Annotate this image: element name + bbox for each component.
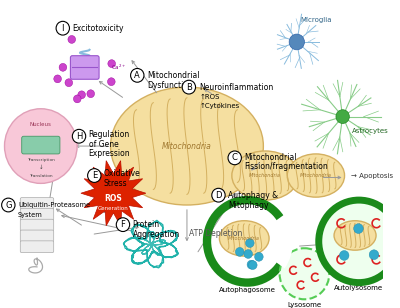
FancyBboxPatch shape: [20, 209, 54, 220]
Text: Mitochondria: Mitochondria: [249, 173, 281, 178]
Circle shape: [56, 21, 70, 35]
Text: B: B: [186, 83, 192, 92]
FancyBboxPatch shape: [20, 241, 54, 253]
Text: Mitochondria: Mitochondria: [300, 173, 332, 178]
Text: E: E: [92, 171, 97, 180]
Text: Fission/fragmentation: Fission/fragmentation: [244, 162, 328, 171]
Text: Mitophagy: Mitophagy: [228, 201, 268, 209]
Circle shape: [108, 78, 115, 86]
Circle shape: [228, 151, 241, 165]
FancyBboxPatch shape: [22, 136, 60, 154]
Text: F: F: [120, 220, 125, 229]
Text: System: System: [18, 212, 43, 218]
Polygon shape: [81, 161, 146, 226]
Text: Protein: Protein: [132, 220, 160, 229]
Circle shape: [130, 68, 144, 82]
Circle shape: [248, 261, 257, 270]
Circle shape: [88, 169, 101, 182]
Text: Mitochondria: Mitochondria: [162, 142, 212, 151]
Circle shape: [59, 63, 67, 71]
Text: Autophagosome: Autophagosome: [219, 287, 276, 294]
Ellipse shape: [232, 151, 299, 200]
Text: H: H: [76, 132, 82, 141]
Text: Translation: Translation: [29, 173, 53, 177]
Circle shape: [72, 129, 86, 143]
Text: Ca$^{2+}$: Ca$^{2+}$: [112, 62, 127, 72]
Circle shape: [2, 198, 15, 212]
Circle shape: [244, 249, 252, 258]
Text: Regulation: Regulation: [88, 130, 130, 139]
Text: Expression: Expression: [88, 149, 130, 158]
Text: A: A: [134, 71, 140, 80]
Circle shape: [354, 224, 363, 233]
Circle shape: [289, 34, 304, 50]
Circle shape: [4, 109, 77, 183]
Text: Mitochondrial: Mitochondrial: [147, 71, 199, 80]
Circle shape: [340, 250, 349, 260]
Text: Microglia: Microglia: [300, 17, 332, 23]
Circle shape: [116, 218, 130, 232]
Text: C: C: [232, 153, 238, 162]
FancyBboxPatch shape: [20, 219, 54, 231]
Circle shape: [68, 35, 76, 43]
Text: Generation: Generation: [98, 206, 129, 211]
Text: ↑ROS: ↑ROS: [199, 94, 220, 100]
Text: Mitochondrial: Mitochondrial: [244, 153, 297, 162]
Text: Transcription: Transcription: [27, 158, 55, 162]
Circle shape: [280, 248, 329, 299]
Text: ↓: ↓: [38, 165, 43, 170]
Text: Autolysosome: Autolysosome: [334, 286, 384, 291]
Text: Aggregation: Aggregation: [132, 230, 180, 239]
FancyBboxPatch shape: [20, 198, 54, 209]
Text: Neuroinflammation: Neuroinflammation: [199, 83, 274, 92]
Circle shape: [369, 250, 379, 260]
Text: Ubiquitin-Proteasome: Ubiquitin-Proteasome: [18, 202, 90, 208]
Text: of Gene: of Gene: [88, 140, 118, 148]
Text: Excitotoxicity: Excitotoxicity: [72, 24, 124, 33]
Circle shape: [247, 260, 256, 269]
Text: Autophagy &: Autophagy &: [228, 191, 278, 200]
Text: G: G: [5, 201, 12, 209]
Text: → Apoptosis: → Apoptosis: [351, 172, 393, 179]
Circle shape: [74, 95, 81, 103]
Text: Mitochondria: Mitochondria: [228, 236, 260, 241]
Ellipse shape: [334, 221, 376, 250]
Text: D: D: [215, 191, 222, 200]
Circle shape: [182, 80, 196, 94]
Circle shape: [212, 188, 225, 202]
Ellipse shape: [220, 221, 269, 256]
Circle shape: [54, 75, 62, 83]
Text: Stress: Stress: [104, 179, 128, 188]
FancyBboxPatch shape: [70, 56, 99, 79]
Circle shape: [87, 90, 94, 98]
Text: Lysosome: Lysosome: [287, 302, 322, 308]
Text: Dysfunction: Dysfunction: [147, 81, 193, 90]
Circle shape: [319, 200, 399, 283]
Ellipse shape: [110, 87, 263, 205]
Circle shape: [254, 252, 263, 261]
Circle shape: [246, 239, 254, 248]
Text: Astrocytes: Astrocytes: [352, 128, 389, 134]
Text: ATP Depletion: ATP Depletion: [189, 229, 242, 238]
Circle shape: [336, 110, 349, 124]
Wedge shape: [275, 214, 293, 268]
Text: ↑Cytokines: ↑Cytokines: [199, 103, 240, 109]
Ellipse shape: [287, 154, 344, 197]
Text: Oxidative: Oxidative: [104, 169, 141, 178]
Text: ROS: ROS: [104, 194, 122, 203]
Circle shape: [108, 60, 116, 67]
Text: I: I: [62, 24, 64, 33]
Circle shape: [236, 247, 244, 256]
FancyBboxPatch shape: [20, 230, 54, 242]
Circle shape: [78, 91, 86, 99]
Circle shape: [65, 79, 73, 87]
Text: Nucleus: Nucleus: [30, 122, 52, 127]
